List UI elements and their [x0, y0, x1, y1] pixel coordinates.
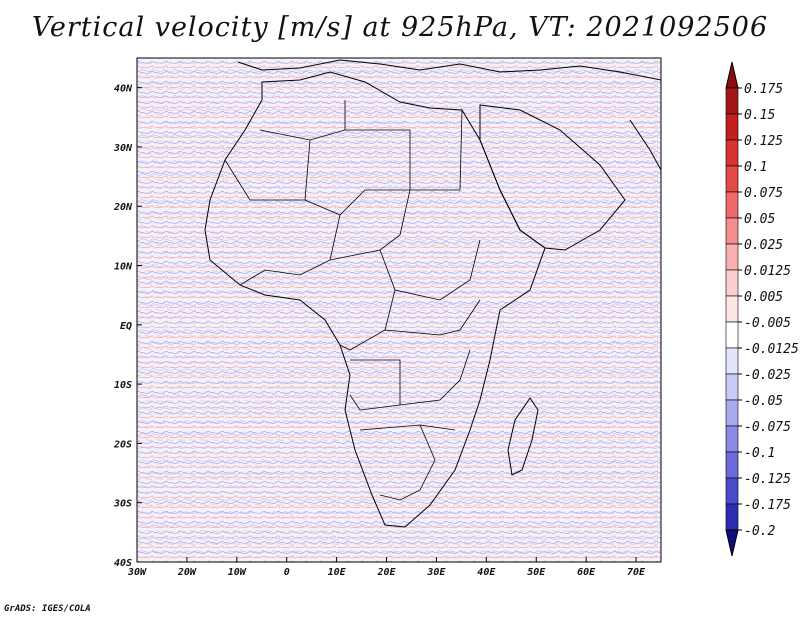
colorbar-swatch [725, 139, 739, 167]
colorbar-label: -0.125 [744, 472, 791, 487]
colorbar-swatch [725, 503, 739, 531]
colorbar-label: 0.025 [744, 238, 783, 253]
lon-tick-label: 40E [477, 567, 496, 578]
colorbar-swatch [725, 217, 739, 245]
madagascar-outline [507, 397, 539, 476]
colorbar-label: -0.175 [744, 498, 791, 513]
velocity-field-overlay [137, 58, 661, 562]
plot-frame [136, 57, 662, 563]
grads-credit: GrADS: IGES/COLA [4, 604, 91, 614]
colorbar-swatch [725, 399, 739, 427]
colorbar-swatch [725, 295, 739, 323]
colorbar-label: -0.0125 [744, 342, 799, 357]
colorbar-swatch [725, 113, 739, 141]
lat-tick-label: 40N [114, 84, 133, 95]
colorbar-label: -0.025 [744, 368, 791, 383]
lat-tick-label: 30N [113, 143, 133, 154]
country-borders [224, 100, 481, 501]
colorbar-label: 0.075 [744, 186, 783, 201]
colorbar-label: 0.1 [744, 160, 767, 175]
lon-tick-label: 0 [284, 567, 290, 578]
lon-tick-label: 10W [228, 567, 247, 578]
colorbar-swatch [725, 191, 739, 219]
colorbar-label: -0.05 [744, 394, 783, 409]
plot-area [137, 58, 661, 562]
colorbar-swatch [725, 373, 739, 401]
india-outline [629, 119, 661, 171]
colorbar-label: -0.005 [744, 316, 791, 331]
colorbar-label: 0.175 [744, 82, 783, 97]
colorbar-label: 0.15 [744, 108, 775, 123]
lon-tick-label: 60E [577, 567, 596, 578]
colorbar-label: 0.0125 [744, 264, 791, 279]
colorbar-swatch [725, 243, 739, 271]
coastlines [204, 59, 661, 528]
colorbar-label: -0.2 [744, 524, 775, 539]
colorbar-swatch [725, 321, 739, 349]
colorbar: 0.175 0.15 0.125 0.1 0.075 0.05 0.025 0.0125 0.0… [725, 61, 799, 557]
lon-tick-label: 20W [177, 567, 197, 578]
colorbar-label: -0.075 [744, 420, 791, 435]
latitude-axis: 40N 30N 20N 10N EQ 10S 20S 30S 40S [113, 84, 142, 569]
colorbar-label: 0.125 [744, 134, 783, 149]
lat-tick-label: 40S [114, 558, 132, 569]
colorbar-swatch [725, 269, 739, 297]
lat-tick-label: 20S [113, 439, 132, 450]
lon-tick-label: 50E [527, 567, 546, 578]
lon-tick-label: 30W [127, 567, 147, 578]
colorbar-swatch [725, 347, 739, 375]
colorbar-label: 0.005 [744, 290, 783, 305]
chart-title: Vertical velocity [m/s] at 925hPa, VT: 2… [31, 12, 769, 43]
lat-tick-label: 30S [113, 499, 132, 510]
africa-outline [204, 71, 546, 528]
colorbar-label: 0.05 [744, 212, 775, 227]
lat-tick-label: 20N [113, 202, 133, 213]
lat-tick-label: 10S [114, 380, 132, 391]
colorbar-swatch [725, 477, 739, 505]
colorbar-swatch [725, 425, 739, 453]
colorbar-swatch [725, 87, 739, 115]
lon-tick-label: 70E [627, 567, 646, 578]
arabia-outline [479, 104, 626, 251]
europe-outline [237, 59, 661, 81]
colorbar-top-arrow [725, 61, 739, 89]
colorbar-swatch [725, 451, 739, 479]
lat-tick-label: 10N [114, 262, 133, 273]
colorbar-bottom-arrow [725, 529, 739, 557]
colorbar-swatch [725, 165, 739, 193]
lon-tick-label: 20E [376, 567, 396, 578]
longitude-axis: 30W 20W 10W 0 10E 20E 30E 40E 50E 60E 70E [127, 557, 646, 578]
lat-tick-label: EQ [120, 321, 132, 332]
lon-tick-label: 10E [328, 567, 347, 578]
lon-tick-label: 30E [426, 567, 446, 578]
colorbar-label: -0.1 [744, 446, 775, 461]
